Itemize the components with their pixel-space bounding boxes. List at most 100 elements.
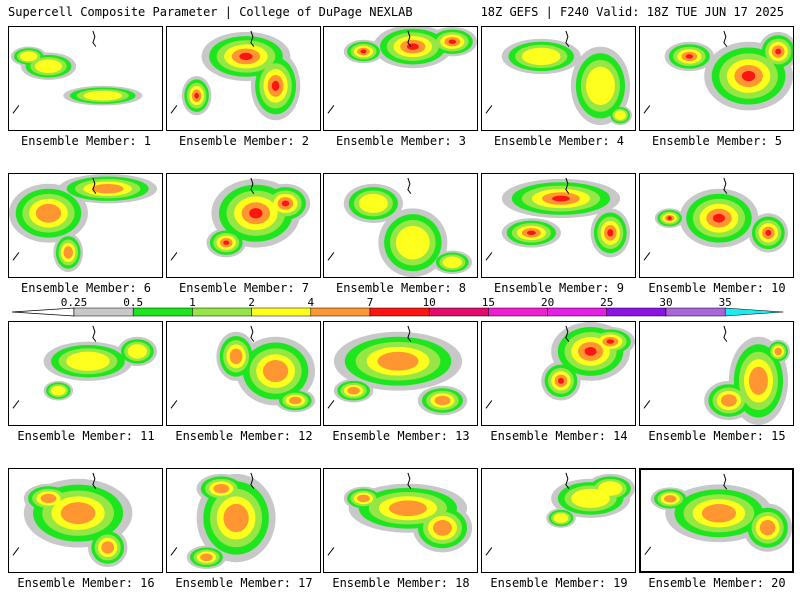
ensemble-member-panel[interactable] bbox=[323, 468, 478, 573]
scp-contour-4 bbox=[663, 495, 677, 503]
ensemble-member-panel[interactable] bbox=[481, 26, 636, 131]
lake-outline bbox=[92, 325, 97, 342]
ensemble-member-label: Ensemble Member: 12 bbox=[175, 429, 313, 443]
scp-contour-7 bbox=[552, 195, 570, 202]
coastline bbox=[485, 400, 493, 409]
lake-outline bbox=[407, 30, 412, 47]
ensemble-member-panel[interactable] bbox=[639, 468, 794, 573]
color-scale-legend: 0.25 0.5 1 2 4 7 10 15 20 25 30 35 bbox=[8, 296, 792, 320]
scp-contour-7 bbox=[526, 230, 536, 236]
ensemble-member-panel[interactable] bbox=[323, 26, 478, 131]
coastline bbox=[643, 252, 651, 261]
scp-contour-4 bbox=[60, 502, 96, 525]
coastline bbox=[12, 400, 20, 409]
lake-outline bbox=[723, 177, 728, 194]
lake-outline bbox=[407, 325, 412, 342]
scp-contour-2 bbox=[442, 256, 462, 269]
scp-contour-7 bbox=[558, 377, 564, 384]
ensemble-member-panel[interactable] bbox=[8, 468, 163, 573]
ensemble-member-panel[interactable] bbox=[8, 26, 163, 131]
scp-contour-4 bbox=[357, 494, 370, 503]
scp-field-map bbox=[485, 472, 635, 556]
lake-outline bbox=[92, 472, 97, 489]
lake-outline bbox=[565, 325, 570, 342]
scp-field-map bbox=[327, 27, 477, 114]
ensemble-member-panel[interactable] bbox=[166, 26, 321, 131]
coastline bbox=[327, 400, 335, 409]
scale-tick-label: 7 bbox=[367, 296, 374, 309]
scp-contour-2 bbox=[614, 110, 626, 121]
scale-swatch-15 bbox=[488, 307, 548, 317]
ensemble-member-panel[interactable] bbox=[639, 26, 794, 131]
lake-outline bbox=[565, 30, 570, 47]
scale-swatch-4 bbox=[310, 307, 371, 317]
ensemble-member-panel[interactable] bbox=[166, 173, 321, 278]
scp-field-map bbox=[485, 177, 631, 261]
scp-contour-7 bbox=[741, 70, 756, 82]
scale-tick-label: 1 bbox=[189, 296, 196, 309]
scp-field-map bbox=[170, 325, 316, 413]
run-valid-time: 18Z GEFS | F240 Valid: 18Z TUE JUN 17 20… bbox=[480, 5, 784, 19]
scp-contour-4 bbox=[748, 366, 768, 395]
scale-low-arrow bbox=[11, 307, 75, 317]
scp-field-map bbox=[12, 325, 158, 409]
scp-contour-2 bbox=[20, 51, 38, 62]
ensemble-member-panel[interactable] bbox=[166, 321, 321, 426]
scp-contour-7 bbox=[775, 48, 782, 55]
coastline bbox=[485, 105, 493, 114]
scp-contour-4 bbox=[223, 503, 249, 533]
ensemble-member-panel[interactable] bbox=[481, 173, 636, 278]
ensemble-member-label: Ensemble Member: 6 bbox=[20, 281, 152, 295]
scp-field-map bbox=[170, 30, 301, 121]
scp-contour-2 bbox=[66, 351, 110, 371]
scp-contour-2 bbox=[51, 385, 66, 396]
scp-contour-4 bbox=[200, 553, 213, 562]
scale-tick-label: 10 bbox=[423, 296, 436, 309]
scale-tick-label: 4 bbox=[307, 296, 314, 309]
scp-contour-7 bbox=[685, 54, 694, 59]
scale-swatch-25 bbox=[606, 307, 667, 317]
scp-field-map bbox=[327, 472, 473, 556]
ensemble-member-panel[interactable] bbox=[323, 173, 478, 278]
scp-contour-7 bbox=[448, 39, 457, 44]
coastline bbox=[327, 105, 335, 114]
scp-contour-7 bbox=[765, 229, 772, 236]
scp-contour-7 bbox=[607, 229, 614, 237]
scp-contour-4 bbox=[701, 504, 737, 523]
coastline bbox=[643, 105, 651, 114]
scale-tick-label: 15 bbox=[482, 296, 495, 309]
scp-contour-2 bbox=[34, 59, 63, 73]
scale-swatch-7 bbox=[369, 307, 430, 317]
ensemble-member-label: Ensemble Member: 11 bbox=[17, 429, 155, 443]
lake-outline bbox=[723, 325, 728, 342]
lake-outline bbox=[250, 177, 255, 194]
color-scale-bar: 0.25 0.5 1 2 4 7 10 15 20 25 30 35 bbox=[11, 296, 784, 317]
ensemble-member-panel[interactable] bbox=[166, 468, 321, 573]
scp-contour-2 bbox=[598, 481, 623, 496]
scp-field-map bbox=[485, 322, 635, 409]
ensemble-member-label: Ensemble Member: 10 bbox=[648, 281, 786, 295]
scp-contour-4 bbox=[377, 351, 419, 371]
scale-high-arrow bbox=[724, 307, 784, 317]
lake-outline bbox=[407, 177, 412, 194]
scp-contour-2 bbox=[521, 47, 561, 66]
scp-field-map bbox=[12, 472, 133, 568]
scp-field-map bbox=[485, 30, 633, 126]
ensemble-member-panel[interactable] bbox=[8, 173, 163, 278]
scale-tick-label: 25 bbox=[600, 296, 613, 309]
scp-contour-2 bbox=[83, 90, 123, 101]
scp-contour-4 bbox=[63, 246, 73, 259]
ensemble-member-panel[interactable] bbox=[481, 468, 636, 573]
ensemble-member-panel[interactable] bbox=[323, 321, 478, 426]
lake-outline bbox=[723, 473, 728, 490]
lake-outline bbox=[250, 325, 255, 342]
scale-swatch-20 bbox=[547, 307, 608, 317]
ensemble-member-panel[interactable] bbox=[639, 321, 794, 426]
ensemble-member-panel[interactable] bbox=[481, 321, 636, 426]
ensemble-member-label: Ensemble Member: 3 bbox=[335, 134, 467, 148]
coastline bbox=[485, 252, 493, 261]
scale-tick-label: 2 bbox=[248, 296, 255, 309]
ensemble-member-label: Ensemble Member: 16 bbox=[17, 576, 155, 590]
ensemble-member-panel[interactable] bbox=[8, 321, 163, 426]
ensemble-member-panel[interactable] bbox=[639, 173, 794, 278]
